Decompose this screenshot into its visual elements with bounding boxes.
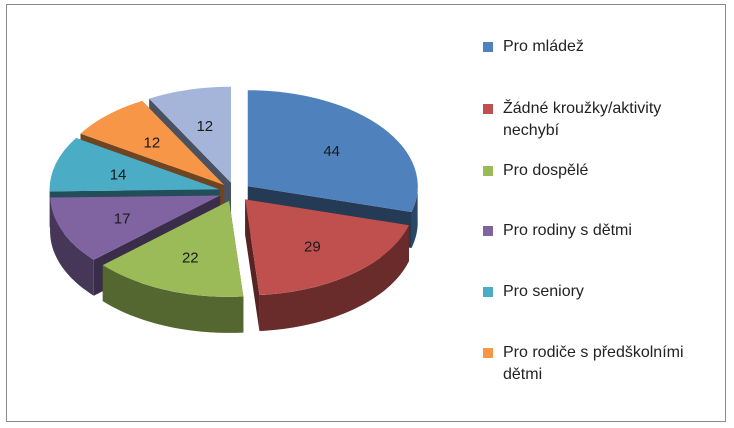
pie-value-label: 14 [110,166,127,183]
pie-value-label: 12 [144,135,161,152]
legend-label: Pro seniory [503,283,584,300]
legend-item-pro-rodiny: Pro rodiny s dětmi [483,220,723,242]
legend-item-zadne-krouzky: Žádné kroužky/aktivity nechybí [483,98,713,142]
legend-item-pro-seniory: Pro seniory [483,281,723,303]
legend-swatch [483,226,493,236]
pie-value-label: 12 [196,118,213,135]
pie-slice-top [50,195,221,260]
legend-item-pro-mladez: Pro mládež [483,36,723,58]
pie-slice-side [102,265,244,333]
pie-slice-side [50,197,94,296]
pie-slice-side [259,225,409,332]
pie-slice-top [245,199,409,296]
pie-value-label: 29 [304,238,321,255]
legend-swatch [483,42,493,52]
legend-label: Pro mládež [503,38,584,55]
legend-item-pro-rodice: Pro rodiče s předškolními dětmi [483,342,723,386]
pie-slice-top [102,200,244,297]
legend-label: Žádné kroužky/aktivity nechybí [503,100,662,139]
pie-slice-top [49,137,220,192]
legend-swatch [483,166,493,176]
legend-swatch [483,104,493,114]
pie-slice-top [149,86,232,183]
legend-label: Pro rodiny s dětmi [503,222,632,239]
pie-value-label: 44 [323,143,340,160]
legend-label: Pro rodiče s předškolními dětmi [503,344,684,383]
pie-slice-top [247,90,418,213]
legend-label: Pro dospělé [503,162,589,179]
pie-value-label: 22 [182,249,199,266]
pie-slice-top [80,100,225,186]
legend-item-pro-dospele: Pro dospělé [483,160,723,182]
pie-slice-wall [245,199,260,332]
legend-swatch [483,287,493,297]
pie-value-label: 17 [114,210,131,227]
legend-swatch [483,348,493,358]
